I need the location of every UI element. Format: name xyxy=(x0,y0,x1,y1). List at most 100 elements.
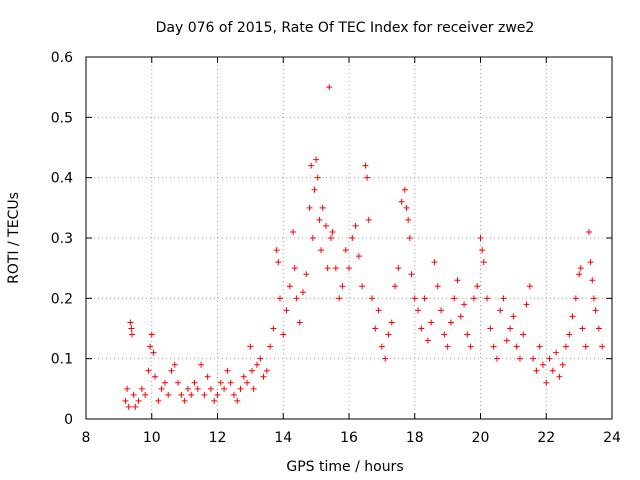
data-point xyxy=(150,349,157,356)
data-point xyxy=(352,222,359,229)
data-point xyxy=(543,379,550,386)
data-point xyxy=(135,397,142,404)
data-point xyxy=(188,391,195,398)
data-point xyxy=(421,295,428,302)
data-point xyxy=(217,379,224,386)
data-point xyxy=(234,397,241,404)
data-point xyxy=(247,343,254,350)
data-point xyxy=(168,367,175,374)
data-point xyxy=(128,325,135,332)
data-point xyxy=(249,367,256,374)
data-point xyxy=(184,385,191,392)
data-point xyxy=(267,343,274,350)
data-point xyxy=(204,373,211,380)
data-point xyxy=(145,367,152,374)
data-point xyxy=(507,325,514,332)
data-point xyxy=(454,277,461,284)
data-point xyxy=(319,204,326,211)
x-tick-label: 14 xyxy=(274,430,292,446)
chart-title: Day 076 of 2015, Rate Of TEC Index for r… xyxy=(156,20,535,36)
data-point xyxy=(403,204,410,211)
data-point xyxy=(324,265,331,272)
y-tick-label: 0.4 xyxy=(51,171,73,187)
data-point xyxy=(332,265,339,272)
data-point xyxy=(587,259,594,266)
data-point xyxy=(362,162,369,169)
data-point xyxy=(566,331,573,338)
data-point xyxy=(129,331,136,338)
data-point xyxy=(405,216,412,223)
data-point xyxy=(590,295,597,302)
data-point xyxy=(572,295,579,302)
data-point xyxy=(510,313,517,320)
data-point xyxy=(418,325,425,332)
data-point xyxy=(138,385,145,392)
data-point xyxy=(318,247,325,254)
x-tick-label: 18 xyxy=(406,430,424,446)
data-point xyxy=(237,385,244,392)
data-point xyxy=(369,295,376,302)
data-point xyxy=(536,343,543,350)
data-point xyxy=(322,222,329,229)
data-point xyxy=(191,379,198,386)
data-point xyxy=(441,331,448,338)
data-point xyxy=(346,265,352,272)
data-point xyxy=(132,403,139,410)
data-point xyxy=(457,313,464,320)
data-point xyxy=(467,343,474,350)
data-point xyxy=(385,331,392,338)
data-point xyxy=(579,325,586,332)
data-point xyxy=(293,295,300,302)
data-point xyxy=(201,391,208,398)
data-point xyxy=(585,228,592,235)
data-point xyxy=(576,271,583,278)
y-tick-label: 0.3 xyxy=(51,231,73,247)
data-point xyxy=(500,295,507,302)
data-point xyxy=(155,397,162,404)
data-point xyxy=(336,295,343,302)
data-point xyxy=(349,235,356,241)
data-point xyxy=(306,204,313,211)
x-tick-label: 20 xyxy=(472,430,490,446)
data-point xyxy=(224,367,231,374)
data-point xyxy=(569,313,576,320)
data-point xyxy=(296,319,303,326)
data-point xyxy=(461,301,468,308)
data-point xyxy=(444,343,451,350)
data-point xyxy=(158,385,165,392)
data-point xyxy=(270,325,277,332)
data-point xyxy=(311,186,318,193)
data-point xyxy=(375,307,382,314)
data-point xyxy=(221,385,228,392)
data-point xyxy=(165,391,172,398)
data-point xyxy=(313,156,320,163)
data-point xyxy=(382,355,389,362)
data-point xyxy=(175,379,182,386)
y-tick-label: 0.6 xyxy=(51,50,73,66)
data-point xyxy=(589,277,596,284)
data-point xyxy=(378,343,385,350)
data-point xyxy=(263,367,270,374)
data-point xyxy=(355,253,362,260)
data-point xyxy=(327,235,334,241)
data-point xyxy=(308,162,315,169)
data-point xyxy=(124,385,131,392)
data-point xyxy=(477,235,484,241)
data-point xyxy=(470,295,477,302)
data-point xyxy=(520,331,527,338)
data-point xyxy=(214,391,221,398)
data-point xyxy=(303,271,310,278)
data-point xyxy=(291,265,298,272)
data-point xyxy=(290,228,297,235)
data-point xyxy=(553,349,560,356)
data-point xyxy=(474,283,481,290)
data-point xyxy=(299,289,306,296)
data-point xyxy=(372,325,379,332)
data-point xyxy=(592,307,599,314)
data-point xyxy=(392,283,399,290)
data-point xyxy=(503,337,510,344)
data-point xyxy=(230,391,237,398)
data-point xyxy=(523,301,530,308)
data-point xyxy=(388,319,395,326)
